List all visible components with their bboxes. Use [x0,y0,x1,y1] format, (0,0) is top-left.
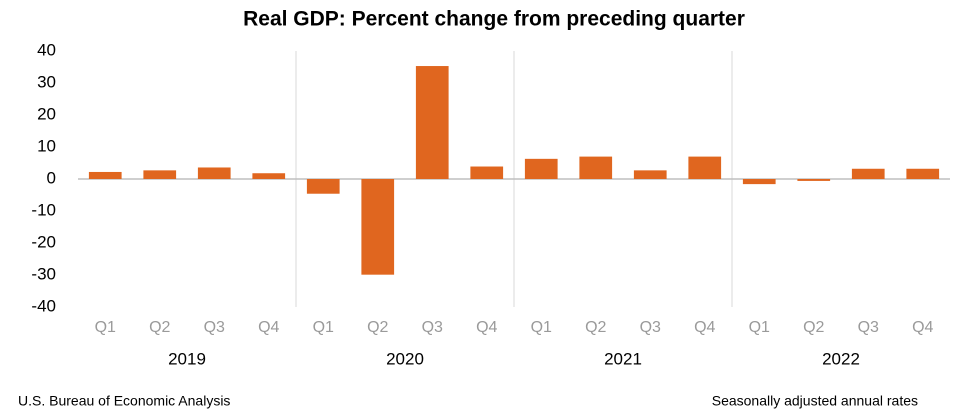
bar [306,179,340,194]
bar [252,173,286,179]
x-tick-label: Q1 [531,319,552,336]
x-tick-label: Q4 [912,319,933,336]
chart-title: Real GDP: Percent change from preceding … [243,8,745,31]
source: U.S. Bureau of Economic Analysis [18,393,230,409]
bar [197,167,231,179]
y-tick-label: -10 [31,200,56,219]
x-tick-label: Q3 [858,319,879,336]
x-tick-label: Q2 [367,319,388,336]
x-tick-label: Q4 [258,319,279,336]
bar [143,170,177,179]
bar [579,156,613,179]
year-label: 2020 [386,349,424,368]
bar [361,179,395,275]
y-tick-label: -40 [31,296,56,315]
bar [742,179,776,185]
bar [906,168,940,179]
x-tick-label: Q4 [476,319,497,336]
y-tick-label: 0 [47,168,56,187]
note: Seasonally adjusted annual rates [712,393,918,409]
x-tick-label: Q2 [803,319,824,336]
x-tick-label: Q3 [640,319,661,336]
bar [88,171,122,179]
x-tick-label: Q2 [585,319,606,336]
bar [633,170,667,179]
x-tick-label: Q1 [313,319,334,336]
y-tick-label: 30 [37,72,56,91]
bar [797,179,831,181]
bar [470,166,504,179]
y-tick-label: -30 [31,264,56,283]
x-tick-label: Q1 [749,319,770,336]
year-label: 2019 [168,349,206,368]
bar [688,156,722,179]
y-tick-label: 40 [37,40,56,59]
x-tick-label: Q3 [204,319,225,336]
x-tick-label: Q4 [694,319,715,336]
y-tick-label: 10 [37,136,56,155]
bar [415,66,449,179]
y-tick-label: 20 [37,104,56,123]
bar [524,158,558,179]
x-tick-label: Q2 [149,319,170,336]
bar [851,168,885,179]
x-tick-label: Q1 [95,319,116,336]
x-tick-label: Q3 [422,319,443,336]
year-label: 2022 [822,349,860,368]
year-label: 2021 [604,349,642,368]
y-tick-label: -20 [31,232,56,251]
